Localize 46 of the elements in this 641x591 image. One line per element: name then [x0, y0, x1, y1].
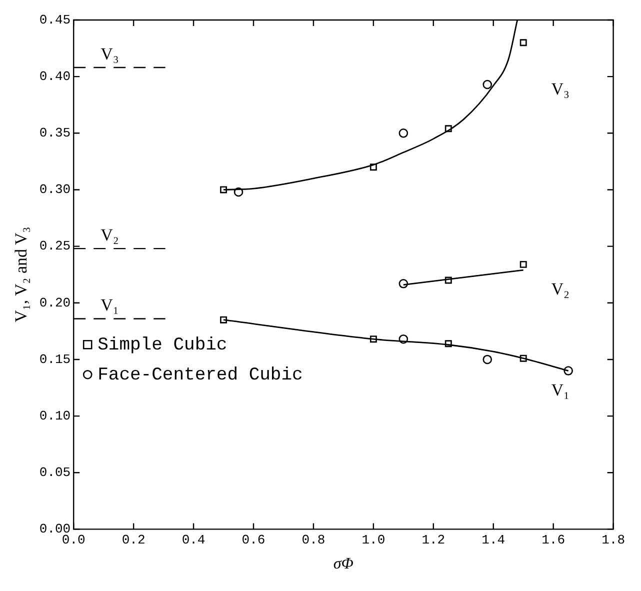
x-tick-label: 0.8 [302, 532, 326, 548]
x-tick-label: 1.4 [482, 532, 506, 548]
x-tick-label: 0.2 [122, 532, 146, 548]
y-axis-title: V₁, V₂ and V₃ [12, 226, 31, 322]
y-tick-label: 0.40 [39, 69, 71, 84]
annotation: V₃ [551, 79, 570, 98]
point [398, 334, 408, 344]
ref-line-label: V₃ [100, 44, 119, 64]
point [234, 187, 244, 197]
y-tick-label: 0.05 [39, 465, 71, 480]
x-tick-label: 0.6 [242, 532, 266, 548]
y-tick-label: 0.20 [39, 295, 71, 310]
point [220, 316, 227, 324]
point [398, 279, 408, 288]
point [520, 260, 527, 268]
point [444, 276, 452, 284]
point [520, 39, 527, 46]
point [444, 340, 452, 348]
y-tick-label: 0.25 [39, 238, 71, 254]
ref-line-label: V₁ [100, 296, 119, 315]
point [370, 164, 377, 171]
ref-line-label: V₂ [100, 226, 119, 245]
y-tick-label: 0.30 [39, 182, 71, 198]
point [444, 125, 452, 132]
x-tick-label: 0.0 [62, 532, 86, 548]
point [482, 354, 492, 364]
legend-label: Simple Cubic [98, 335, 228, 356]
x-axis-title: σΦ [333, 556, 354, 573]
x-tick-label: 1.2 [422, 532, 446, 548]
point [564, 366, 573, 376]
legend-label: Face-Centered Cubic [98, 365, 303, 386]
point [520, 354, 527, 362]
y-tick-label: 0.10 [39, 408, 71, 424]
x-tick-label: 1.6 [542, 532, 566, 548]
x-tick-label: 0.4 [182, 532, 206, 548]
y-tick-label: 0.15 [39, 352, 71, 367]
point [220, 186, 227, 194]
y-tick-label: 0.35 [39, 126, 71, 141]
x-tick-label: 1.0 [362, 532, 386, 548]
x-tick-label: 1.8 [602, 532, 625, 548]
annotation: V₂ [551, 280, 570, 299]
y-tick-label: 0.45 [39, 12, 71, 28]
point [398, 128, 408, 138]
point [482, 80, 492, 90]
point [370, 336, 377, 343]
annotation: V₁ [551, 380, 570, 400]
